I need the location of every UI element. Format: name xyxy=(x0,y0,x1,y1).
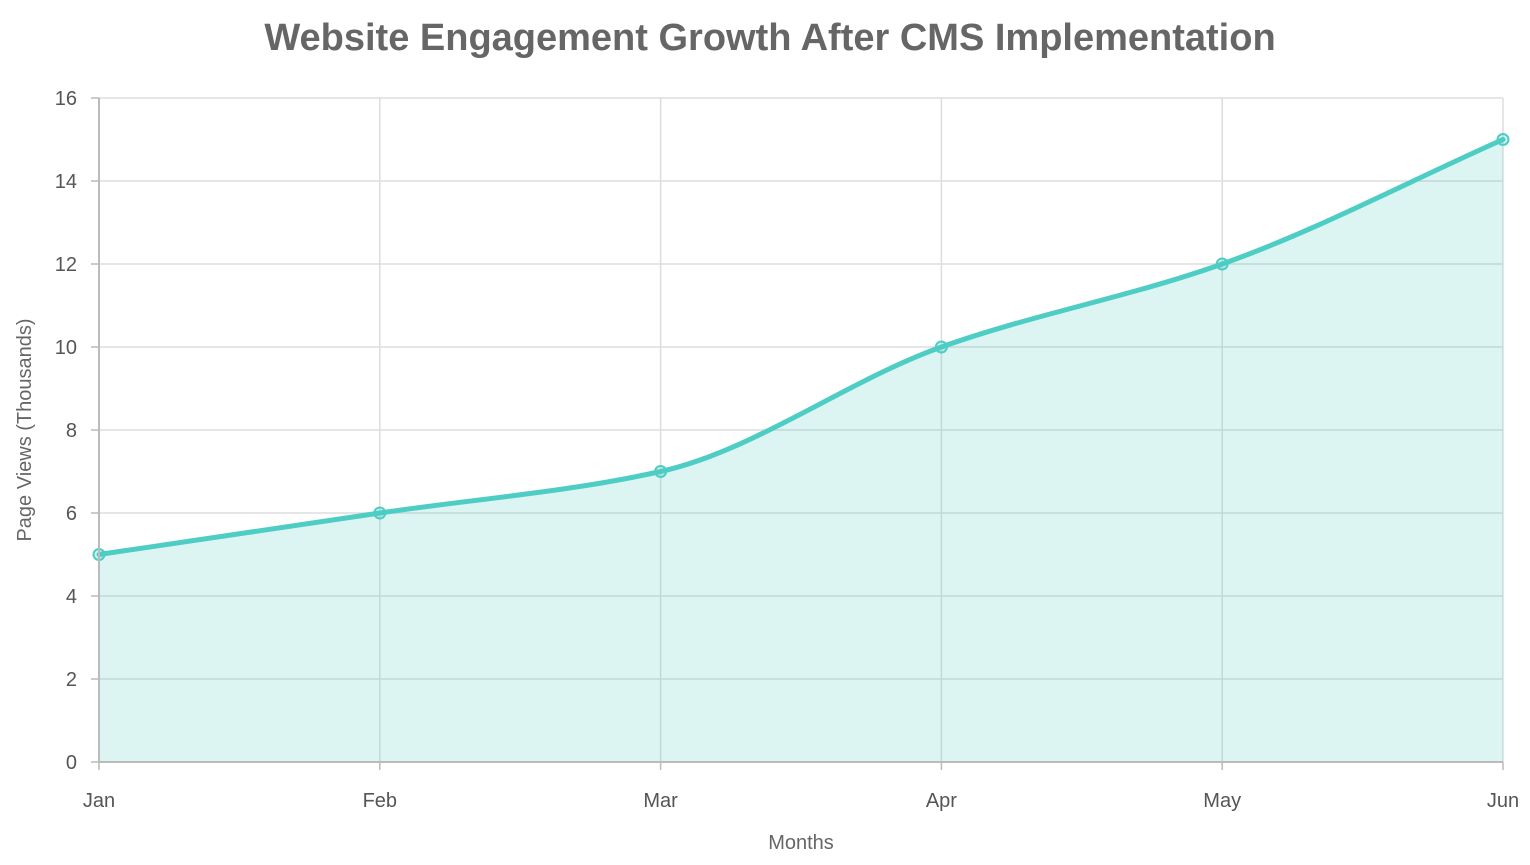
x-axis-ticks: Jan Feb Mar Apr May Jun xyxy=(83,762,1519,812)
x-tick-label: Jun xyxy=(1487,790,1519,812)
x-tick-label: Jan xyxy=(83,790,115,812)
y-tick-label: 16 xyxy=(55,88,77,110)
series-area-fill xyxy=(99,139,1503,762)
y-axis-ticks: 0 2 4 6 8 10 12 14 16 xyxy=(55,88,99,774)
x-axis-title: Months xyxy=(768,832,834,854)
y-tick-label: 6 xyxy=(66,503,77,525)
plot-area xyxy=(92,133,1510,762)
y-tick-label: 14 xyxy=(55,171,77,193)
data-point[interactable] xyxy=(373,506,387,520)
data-point[interactable] xyxy=(934,340,948,354)
y-axis-title: Page Views (Thousands) xyxy=(14,318,36,541)
grid xyxy=(98,97,1504,763)
x-tick-label: Mar xyxy=(643,790,678,812)
x-tick-label: Apr xyxy=(926,790,957,812)
y-tick-label: 8 xyxy=(66,420,77,442)
data-point[interactable] xyxy=(1215,257,1229,271)
series-line xyxy=(96,137,1506,557)
data-point[interactable] xyxy=(1496,133,1510,146)
chart-title: Website Engagement Growth After CMS Impl… xyxy=(264,17,1275,59)
y-tick-label: 10 xyxy=(55,337,77,359)
x-tick-label: May xyxy=(1203,790,1241,812)
y-tick-label: 4 xyxy=(66,586,77,608)
y-tick-label: 12 xyxy=(55,254,77,276)
x-tick-label: Feb xyxy=(363,790,397,812)
data-point[interactable] xyxy=(654,465,668,478)
y-tick-label: 2 xyxy=(66,669,77,691)
y-tick-label: 0 xyxy=(66,752,77,774)
